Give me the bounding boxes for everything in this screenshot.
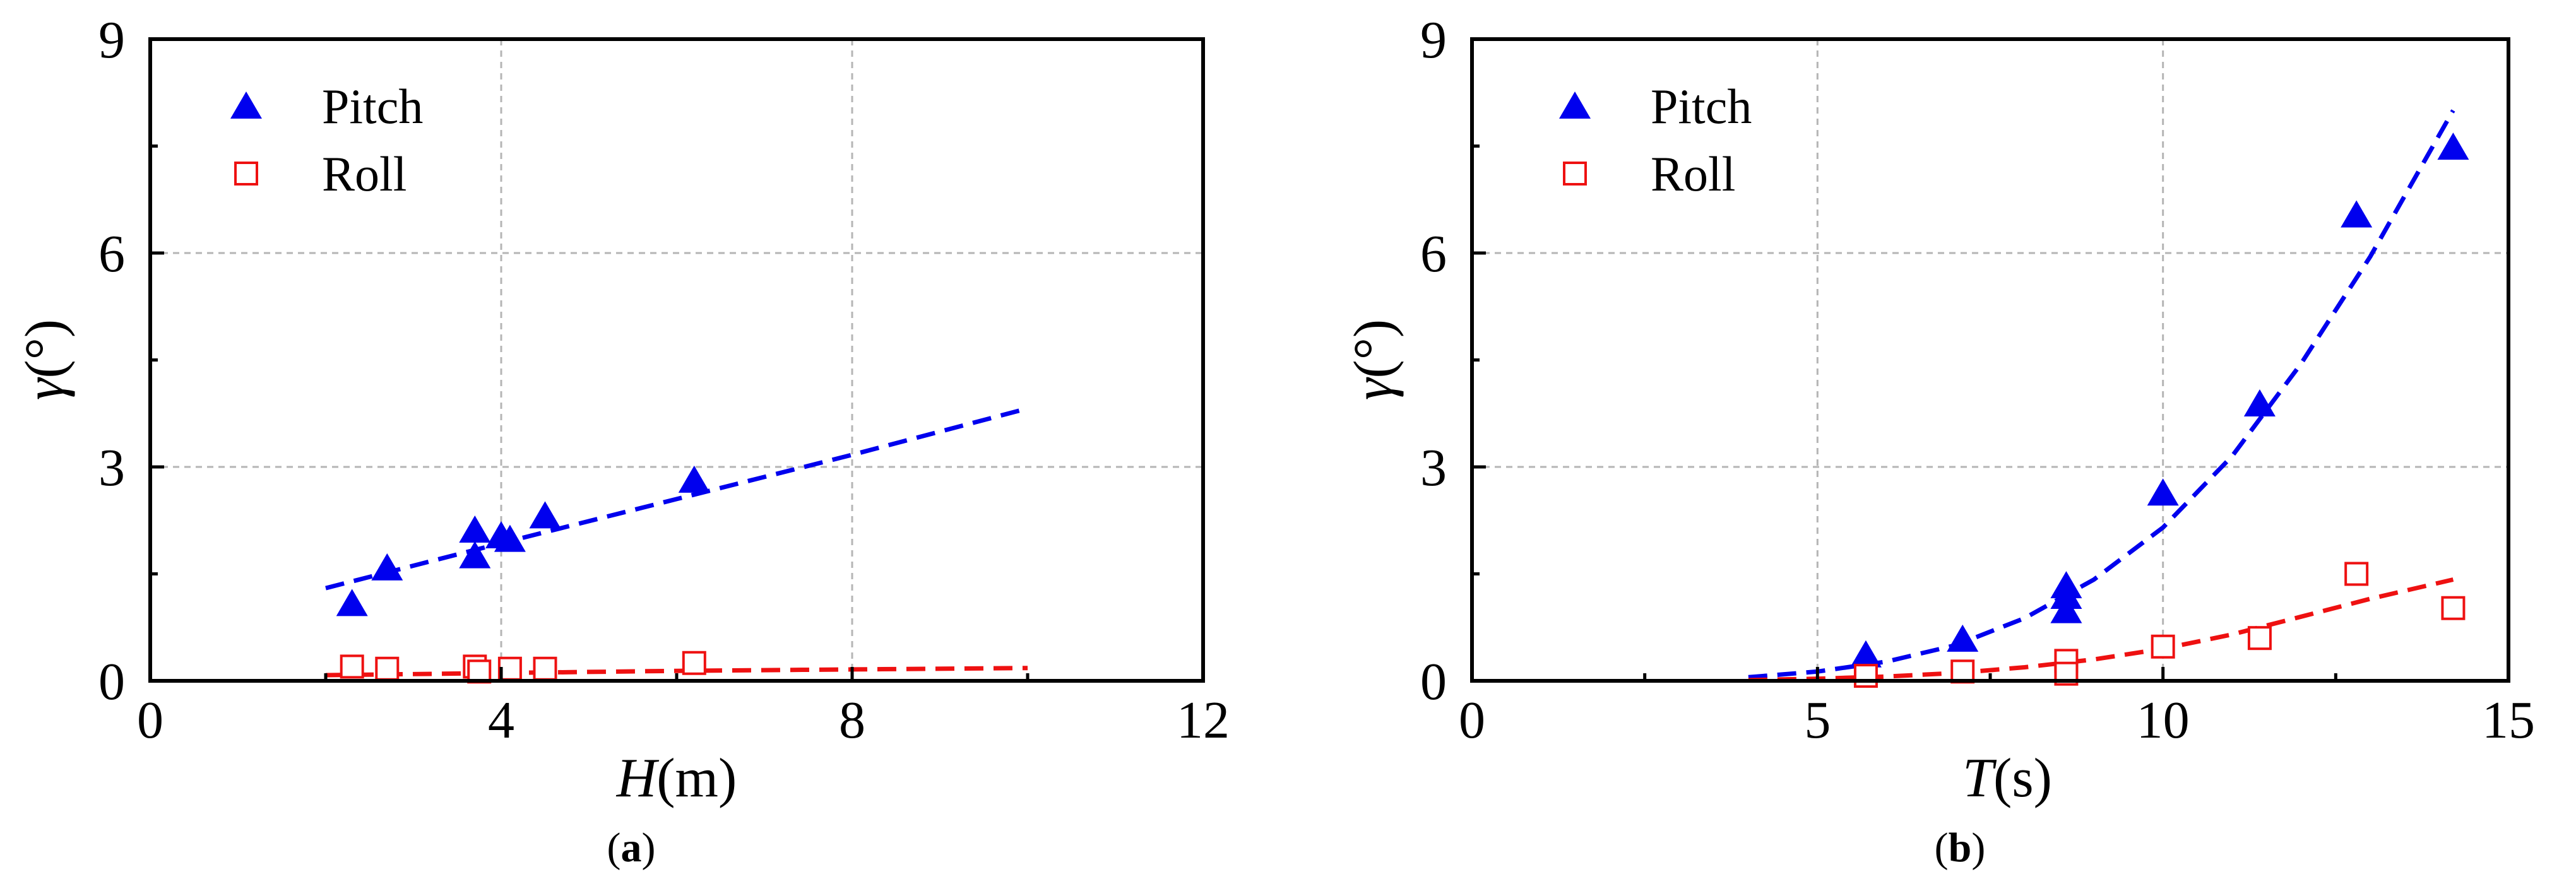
panel-a-fit-lines	[325, 406, 1028, 678]
roll-data-point	[497, 656, 522, 681]
roll-data-point	[1853, 664, 1878, 688]
pitch-data-point	[2050, 582, 2082, 610]
pitch-data-point	[529, 501, 561, 529]
pitch-data-point	[2243, 389, 2276, 416]
roll-data-point	[2151, 634, 2175, 659]
panel-a-legend: Pitch Roll	[230, 79, 423, 201]
y-tick-label: 3	[98, 439, 125, 497]
pitch-data-point	[2147, 478, 2179, 506]
y-tick-label: 6	[1420, 225, 1447, 283]
pitch-data-point	[371, 553, 403, 580]
panel-a-ticks	[148, 37, 1205, 683]
panel-a-data-points	[336, 465, 710, 684]
panel-b-y-axis-title: γ(°)	[1343, 319, 1404, 401]
pitch-data-point	[459, 515, 491, 543]
legend-roll-label: Roll	[1651, 146, 1735, 201]
legend-pitch-label: Pitch	[322, 79, 423, 134]
pitch-data-point	[2341, 200, 2373, 228]
roll-data-point	[2344, 562, 2369, 586]
panel-b-label: (b)	[1935, 825, 1986, 871]
y-tick-label: 0	[1420, 652, 1447, 711]
pitch-fit-line	[1748, 109, 2455, 680]
panel-b-fit-lines	[1748, 109, 2455, 683]
legend-roll-marker	[234, 162, 258, 186]
x-tick-label: 5	[1804, 691, 1831, 750]
panel-a-frame	[148, 37, 1205, 683]
chart-panel-a: 0 4 8 12 0 3 6 9 Pitch Roll H(m) γ(°) (a)	[15, 11, 1230, 871]
x-tick-label: 4	[488, 691, 514, 750]
panel-a-grid	[150, 39, 1203, 681]
y-tick-label: 9	[98, 11, 125, 69]
panel-a-label: (a)	[607, 825, 656, 871]
panel-b-legend: Pitch Roll	[1559, 79, 1752, 201]
panel-a-y-axis-title: γ(°)	[15, 319, 76, 401]
chart-panel-b: 0 5 10 15 0 3 6 9 Pitch Roll T(s) γ(°) (b)	[1343, 11, 2535, 871]
roll-data-point	[467, 659, 492, 684]
roll-fit-line	[1748, 577, 2454, 683]
x-tick-label: 15	[2482, 691, 2535, 750]
roll-data-point	[2247, 626, 2272, 651]
roll-data-point	[375, 656, 400, 681]
pitch-fit-line	[325, 406, 1028, 591]
panel-b-grid	[1472, 39, 2508, 681]
x-tick-label: 0	[137, 691, 163, 750]
panel-b-data-points	[1849, 133, 2469, 688]
panel-b-tick-labels: 0 5 10 15 0 3 6 9	[1420, 11, 2535, 750]
pitch-data-point	[1947, 624, 1979, 652]
x-tick-label: 8	[839, 691, 865, 750]
y-tick-label: 3	[1420, 439, 1447, 497]
y-tick-label: 9	[1420, 11, 1447, 69]
roll-data-point	[2441, 596, 2466, 620]
legend-roll-marker	[1563, 162, 1587, 186]
pitch-data-point	[459, 541, 491, 569]
y-tick-label: 6	[98, 225, 125, 283]
roll-data-point	[533, 656, 557, 681]
pitch-data-point	[2437, 133, 2469, 160]
legend-pitch-marker	[230, 91, 262, 119]
roll-data-point	[682, 651, 706, 675]
pitch-data-point	[336, 589, 368, 616]
pitch-data-point	[2050, 596, 2082, 623]
roll-data-point	[340, 654, 364, 679]
x-tick-label: 0	[1459, 691, 1485, 750]
x-tick-label: 10	[2137, 691, 2190, 750]
pitch-data-point	[494, 524, 526, 552]
panel-b-ticks	[1470, 37, 2510, 683]
panel-a-x-axis-title: H(m)	[616, 748, 737, 809]
pitch-data-point	[678, 465, 710, 493]
panel-b-x-axis-title: T(s)	[1962, 748, 2052, 809]
roll-fit-line	[325, 666, 1028, 678]
legend-pitch-label: Pitch	[1651, 79, 1752, 134]
x-tick-label: 12	[1177, 691, 1230, 750]
y-tick-label: 0	[98, 652, 125, 711]
legend-pitch-marker	[1559, 91, 1591, 119]
panel-a-tick-labels: 0 4 8 12 0 3 6 9	[98, 11, 1230, 750]
pitch-data-point	[1849, 640, 1882, 668]
legend-roll-label: Roll	[322, 146, 407, 201]
